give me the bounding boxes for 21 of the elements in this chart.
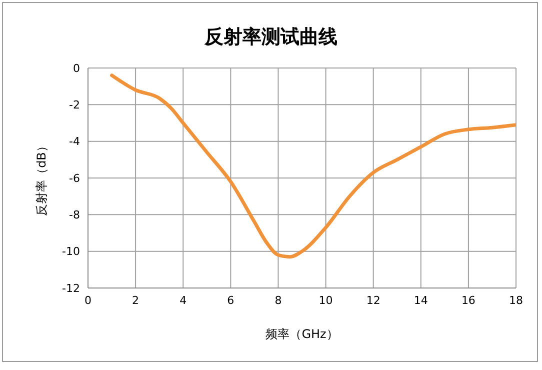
x-tick-label: 10: [318, 294, 333, 307]
x-tick-label: 8: [274, 294, 282, 307]
y-tick-label: -2: [69, 98, 80, 112]
x-tick-label: 4: [180, 294, 187, 307]
x-tick-label: 18: [509, 294, 523, 307]
x-axis-title: 频率（GHz）: [264, 326, 340, 343]
y-tick-label: -12: [62, 282, 80, 295]
x-tick-label: 2: [132, 294, 140, 307]
x-tick-label: 0: [84, 294, 92, 307]
y-tick-label: -6: [69, 172, 80, 185]
y-tick-label: -8: [69, 208, 80, 222]
y-tick-label: -4: [69, 135, 80, 148]
x-tick-label: 6: [227, 294, 234, 307]
chart-title: 反射率测试曲线: [203, 25, 338, 50]
x-tick-label: 16: [461, 294, 476, 307]
line-series: [110, 74, 516, 259]
y-axis-title: 反射率（dB）: [34, 140, 50, 216]
x-tick-label: 14: [414, 294, 428, 307]
x-tick-label: 12: [366, 294, 380, 307]
y-tick-label: 0: [73, 62, 80, 75]
y-tick-label: -10: [62, 245, 80, 258]
